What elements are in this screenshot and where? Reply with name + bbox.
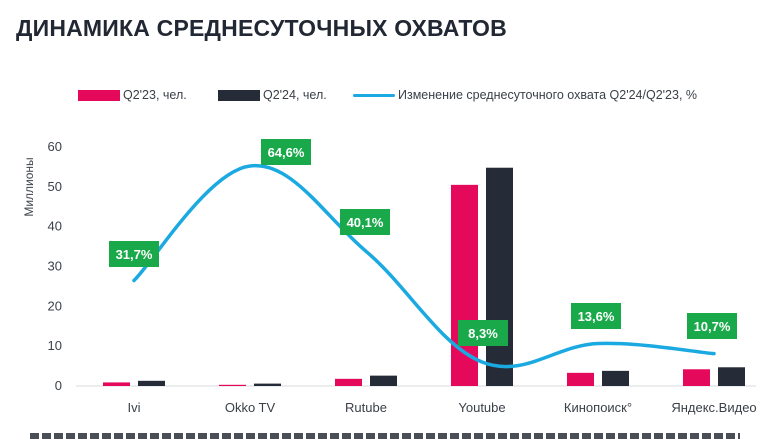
change-line [132, 164, 716, 369]
legend-label-change: Изменение среднесуточного охвата Q2'24/Q… [398, 88, 698, 102]
y-axis-title: Миллионы [22, 157, 36, 216]
bar-q2-23 [335, 378, 362, 386]
data-label: 31,7% [116, 247, 153, 262]
legend-swatch-change [353, 93, 395, 97]
data-label-box [571, 303, 621, 329]
bar-q2-24 [486, 167, 513, 386]
data-label-box [458, 320, 508, 346]
legend-item-q2-23: Q2'23, чел. [78, 88, 187, 102]
data-label-box [687, 313, 737, 339]
x-tick-label: Rutube [345, 400, 387, 415]
data-label: 8,3% [468, 326, 498, 341]
x-tick-label: Youtube [458, 400, 505, 415]
bar-q2-23 [683, 369, 710, 386]
bar-q2-24 [254, 383, 281, 386]
x-tick-label: Яндекс.Видео [671, 400, 756, 415]
y-tick-label: 40 [48, 219, 62, 234]
y-tick-label: 10 [48, 338, 62, 353]
legend-swatch-q2-24 [218, 89, 260, 101]
data-label: 13,6% [578, 309, 615, 324]
data-label: 40,1% [347, 215, 384, 230]
y-tick-label: 60 [48, 139, 62, 154]
y-tick-label: 50 [48, 179, 62, 194]
bar-q2-24 [370, 375, 397, 386]
y-tick-label: 30 [48, 259, 62, 274]
legend-label-q2-24: Q2'24, чел. [263, 88, 327, 102]
data-label-box [261, 139, 311, 165]
data-label-box [340, 209, 390, 235]
bar-q2-23 [567, 372, 594, 386]
x-tick-label: Okko TV [225, 400, 276, 415]
legend-swatch-q2-23 [78, 89, 120, 101]
data-label: 64,6% [268, 145, 305, 160]
bar-q2-23 [451, 184, 478, 386]
bar-q2-23 [103, 382, 130, 386]
data-label-box [109, 241, 159, 267]
bar-q2-23 [219, 384, 246, 386]
y-tick-label: 0 [55, 378, 62, 393]
data-label: 10,7% [694, 319, 731, 334]
legend-item-q2-24: Q2'24, чел. [218, 88, 327, 102]
legend-label-q2-23: Q2'23, чел. [123, 88, 187, 102]
cut-off-text-strip [0, 430, 764, 439]
y-tick-label: 20 [48, 298, 62, 313]
bar-q2-24 [718, 367, 745, 386]
x-tick-label: Кинопоиск° [564, 400, 632, 415]
legend-item-change: Изменение среднесуточного охвата Q2'24/Q… [353, 88, 697, 102]
chart-title: ДИНАМИКА СРЕДНЕСУТОЧНЫХ ОХВАТОВ [16, 15, 507, 41]
bar-q2-24 [602, 370, 629, 386]
x-tick-label: Ivi [128, 400, 141, 415]
bar-q2-24 [138, 380, 165, 386]
